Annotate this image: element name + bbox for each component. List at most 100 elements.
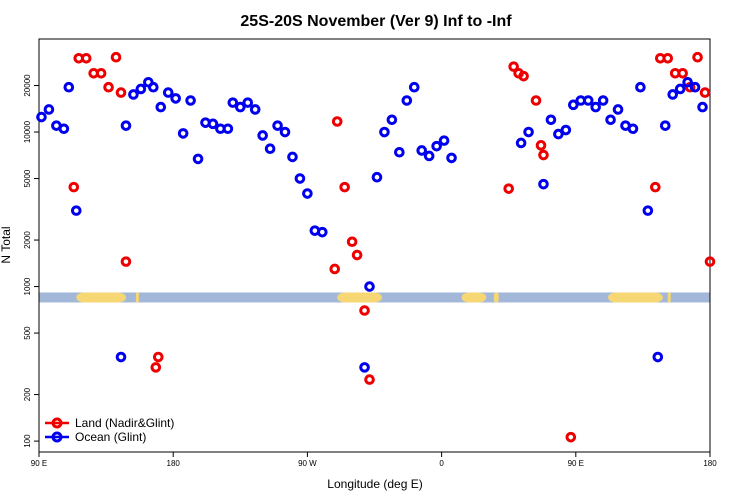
data-point-s1-47 [446,152,457,164]
data-point-s1-36 [364,281,375,292]
data-point-s1-52 [553,128,564,140]
data-point-s1-37 [371,171,383,183]
data-point-s0-32 [692,51,703,63]
data-point-s0-7 [115,87,127,98]
data-point-s1-11 [148,81,159,93]
data-point-s1-6 [115,351,127,363]
surface-band-land-1 [135,292,139,303]
surface-band-land-3 [461,292,487,303]
data-point-s1-8 [128,89,139,100]
data-point-s1-14 [170,93,181,104]
data-point-s1-31 [294,173,306,184]
data-point-s1-60 [612,104,624,115]
surface-band-land-0 [76,292,126,303]
data-point-s1-38 [379,126,390,138]
data-point-s0-34 [704,256,716,267]
data-point-s0-30 [677,67,688,79]
data-point-s1-48 [515,137,527,149]
data-point-s0-22 [530,95,542,106]
legend-marker-land [51,417,63,429]
data-point-s1-64 [642,205,654,216]
data-point-s1-65 [652,351,664,363]
data-point-s1-71 [697,101,708,113]
data-point-s0-12 [331,116,343,127]
data-point-s1-5 [70,205,82,216]
y-tick-label-2: 500 [23,326,32,340]
data-point-s0-9 [150,362,162,373]
data-point-s1-57 [590,101,601,113]
x-axis-label: Longitude (deg E) [327,477,422,491]
data-point-s0-4 [95,67,107,79]
data-point-s1-13 [162,87,174,98]
data-point-s0-16 [359,305,370,316]
legend-label-ocean: Ocean (Glint) [75,430,146,444]
data-point-s1-44 [423,150,435,162]
data-point-s0-6 [110,51,122,63]
x-tick-label-0: 90 E [31,459,47,468]
data-point-s0-24 [538,149,549,161]
data-point-s0-21 [518,70,529,82]
data-point-s0-13 [339,181,350,193]
data-point-s0-10 [152,351,164,363]
data-point-s1-17 [192,153,204,165]
x-tick-label-1: 180 [167,459,181,468]
data-point-s1-56 [582,95,594,106]
data-point-s1-0 [36,111,47,123]
data-point-s1-39 [386,114,398,126]
data-point-s0-19 [508,61,519,72]
series-1 [36,76,708,373]
data-point-s1-34 [317,226,328,238]
data-point-s0-14 [346,236,358,248]
data-points [36,51,716,443]
y-tick-label-5: 5000 [23,169,32,187]
data-point-s1-40 [394,146,405,158]
data-point-s1-45 [431,140,442,152]
data-point-s1-58 [597,95,609,106]
y-tick-label-6: 10000 [23,120,32,143]
data-point-s1-54 [568,99,579,111]
data-point-s1-49 [523,126,534,138]
data-point-s1-29 [279,126,291,138]
surface-band [39,292,710,303]
surface-band-land-2 [337,292,382,303]
data-point-s1-70 [689,81,701,93]
surface-band-land-4 [493,292,499,303]
data-point-s1-62 [627,123,639,135]
data-point-s1-67 [667,89,679,100]
data-point-s1-69 [682,76,693,88]
data-point-s0-8 [120,256,132,267]
data-point-s0-2 [80,53,92,64]
data-point-s1-15 [177,128,189,139]
data-point-s1-12 [155,101,167,113]
y-tick-label-3: 1000 [23,277,32,295]
data-point-s1-43 [416,145,428,156]
data-point-s1-24 [242,97,254,108]
data-point-s0-33 [699,87,711,98]
data-point-s1-51 [545,114,557,126]
data-point-s1-16 [185,95,196,106]
x-tick-label-4: 90 E [568,459,584,468]
legend-marker-ocean [51,431,63,443]
y-axis-label: N Total [0,226,13,263]
data-point-s0-23 [535,140,547,151]
y-tick-label-1: 200 [23,387,32,401]
data-point-s1-59 [605,114,616,126]
surface-band-land-6 [667,292,671,303]
data-point-s0-25 [565,431,577,443]
surface-band-land-5 [608,292,663,303]
data-point-s0-18 [503,183,515,194]
data-point-s1-30 [287,151,298,163]
x-tick-label-2: 90 W [298,459,317,468]
data-point-s1-46 [438,135,450,146]
data-point-s1-23 [235,101,246,113]
data-point-s0-0 [68,181,80,193]
x-tick-label-5: 180 [703,459,717,468]
data-point-s0-26 [650,181,661,193]
data-point-s1-25 [249,104,261,115]
legend-label-land: Land (Nadir&Glint) [75,416,174,430]
series-0 [68,51,716,443]
data-point-s0-28 [662,53,674,64]
data-point-s1-7 [120,120,132,131]
data-point-s1-63 [635,81,646,93]
